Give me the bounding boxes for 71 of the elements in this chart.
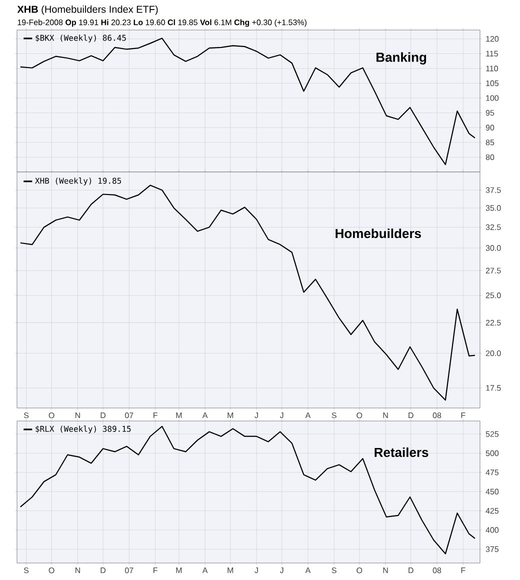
x-tick-label: N — [383, 412, 388, 418]
x-tick-label: M — [228, 412, 234, 418]
y-tick-label: 35.0 — [486, 205, 501, 211]
y-tick-label: 20.0 — [486, 350, 501, 356]
x-tick-label: A — [305, 568, 311, 574]
y-tick-label: 450 — [486, 488, 499, 494]
y-tick-label: 375 — [486, 546, 499, 552]
y-tick-label: 80 — [486, 154, 494, 160]
text: 19-Feb-2008 Op 19.91 Hi 20.23 Lo 19.60 Cl 19.85 Vol 6.1M Chg +0.30 (+1.53%) — [18, 19, 306, 27]
y-tick-label: 525 — [486, 431, 499, 437]
y-tick-label: 425 — [486, 508, 499, 514]
x-tick-label: N — [383, 568, 388, 574]
chart-title: XHB (Homebuilders Index ETF) — [17, 5, 158, 15]
legend-label: $BKX (Weekly) 86.45 — [36, 34, 126, 42]
x-tick-label: J — [280, 568, 284, 574]
x-tick-label: 07 — [125, 568, 134, 574]
x-tick-label: O — [48, 568, 54, 574]
y-tick-label: 95 — [486, 110, 494, 116]
y-tick-label: 37.5 — [486, 187, 501, 193]
y-tick-label: 32.5 — [486, 224, 501, 230]
y-tick-label: 17.5 — [486, 385, 501, 391]
x-tick-label: A — [305, 412, 311, 418]
y-tick-label: 30.0 — [486, 245, 501, 251]
x-tick-label: S — [332, 412, 336, 418]
x-tick-label: O — [356, 568, 362, 574]
annotation: Banking — [376, 52, 426, 64]
annotation: Homebuilders — [336, 228, 421, 238]
x-tick-label: D — [100, 568, 106, 574]
y-tick-label: 85 — [486, 140, 494, 146]
x-tick-label: A — [202, 412, 208, 418]
x-tick-label: S — [24, 412, 29, 418]
x-tick-label: F — [461, 568, 466, 574]
x-tick-label: O — [48, 412, 54, 418]
x-tick-label: J — [254, 412, 258, 418]
x-tick-label: D — [408, 412, 414, 418]
y-tick-label: 400 — [486, 527, 499, 533]
x-tick-label: J — [254, 568, 258, 574]
x-tick-label: D — [100, 412, 106, 418]
x-tick-label: M — [228, 568, 234, 574]
line-series — [20, 184, 476, 401]
x-tick-label: M — [176, 412, 182, 418]
x-tick-label: F — [461, 412, 466, 418]
x-tick-label: S — [332, 568, 336, 574]
y-tick-label: 100 — [486, 95, 499, 101]
x-tick-label: O — [356, 412, 362, 418]
x-tick-label: 08 — [432, 568, 442, 574]
legend-label: $RLX (Weekly) 389.15 — [36, 426, 131, 434]
annotation: Retailers — [374, 447, 428, 458]
y-tick-label: 22.5 — [486, 320, 501, 326]
y-tick-label: 105 — [486, 80, 499, 86]
y-tick-label: 120 — [486, 36, 499, 42]
y-tick-label: 90 — [486, 124, 494, 130]
x-tick-label: N — [75, 412, 80, 418]
line-series — [20, 426, 476, 554]
x-tick-label: F — [154, 412, 158, 418]
y-tick-label: 500 — [486, 450, 499, 456]
x-tick-label: 07 — [125, 412, 134, 418]
x-tick-label: M — [176, 568, 182, 574]
x-tick-label: D — [408, 568, 414, 574]
x-tick-label: S — [24, 568, 29, 574]
y-tick-label: 475 — [486, 470, 499, 476]
x-tick-label: J — [280, 412, 284, 418]
y-tick-label: 27.5 — [486, 268, 501, 274]
y-tick-label: 110 — [486, 66, 498, 72]
x-tick-label: N — [75, 568, 80, 574]
y-tick-label: 115 — [486, 50, 498, 56]
legend-label: XHB (Weekly) 19.85 — [35, 178, 122, 186]
x-tick-label: A — [202, 568, 208, 574]
x-tick-label: F — [154, 568, 158, 574]
y-tick-label: 25.0 — [486, 292, 501, 298]
x-tick-label: 08 — [432, 412, 442, 418]
